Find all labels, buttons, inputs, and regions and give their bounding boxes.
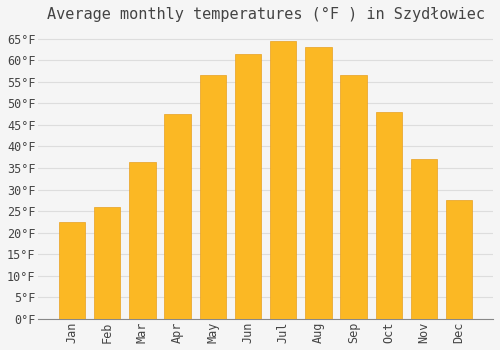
Bar xyxy=(411,159,437,319)
Bar xyxy=(305,47,332,319)
Bar xyxy=(446,200,472,319)
Bar xyxy=(164,114,191,319)
Title: Average monthly temperatures (°F ) in Szydłowiec: Average monthly temperatures (°F ) in Sz… xyxy=(46,7,484,22)
Bar xyxy=(200,75,226,319)
Bar xyxy=(94,207,120,319)
Bar xyxy=(376,112,402,319)
Bar xyxy=(59,222,86,319)
Bar xyxy=(130,162,156,319)
Bar xyxy=(270,41,296,319)
Bar xyxy=(235,54,261,319)
Bar xyxy=(340,75,367,319)
